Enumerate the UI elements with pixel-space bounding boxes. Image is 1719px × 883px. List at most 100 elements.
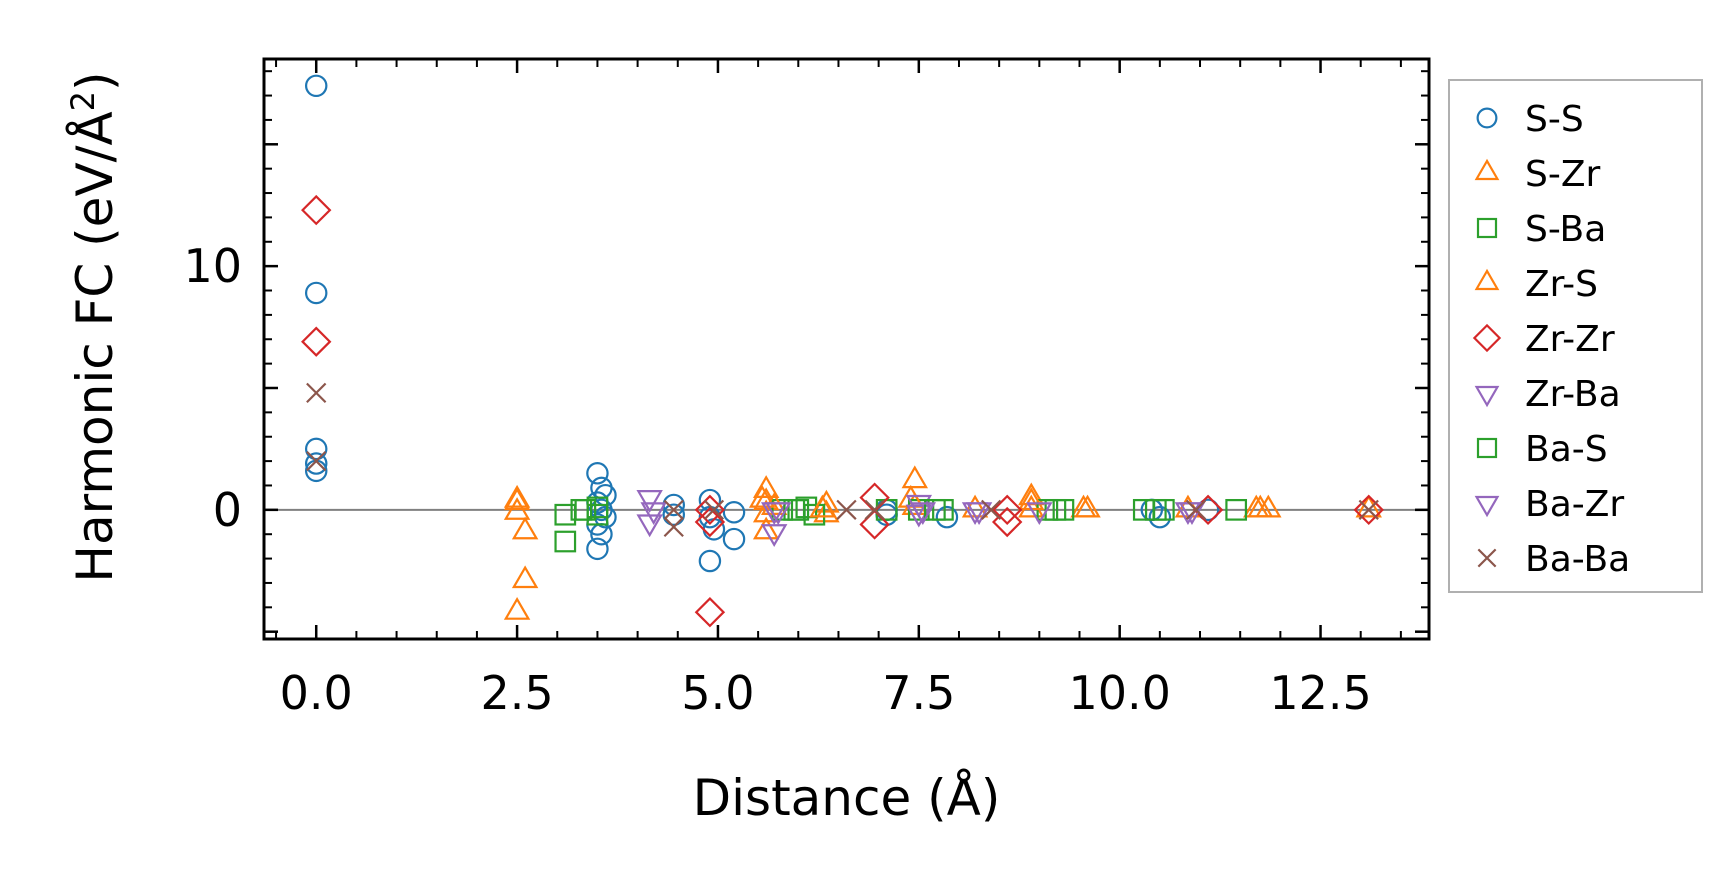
legend-item: S-S [1476,99,1584,140]
data-point-ba-ba [1185,499,1207,520]
legend-label: Zr-Zr [1525,319,1615,360]
data-point-ba-s [1144,498,1167,521]
data-point-ba-ba [703,499,725,520]
legend-marker-zr-s [1474,268,1500,291]
data-point-zr-ba [760,524,788,547]
data-point-s-s [698,488,722,512]
data-point-s-s [1148,505,1172,529]
data-point-zr-s [809,494,836,518]
legend-item: Zr-S [1474,264,1598,305]
data-point-zr-s [503,487,531,511]
data-point-s-s [722,527,746,551]
legend-marker-s-ba [1476,217,1498,239]
data-point-zr-zr [694,596,726,628]
y-tick-label: 10 [183,239,242,293]
data-point-ba-s [924,498,946,521]
x-tick-label: 0.0 [280,666,353,720]
data-point-ba-ba [836,499,857,520]
x-axis-title: Distance (Å) [693,769,1001,827]
legend-item: S-Zr [1474,154,1601,195]
data-point-ba-ba [1358,499,1379,520]
legend-item: S-Ba [1476,209,1606,250]
data-point-s-zr [511,565,539,589]
legend-label: Ba-Zr [1525,484,1624,525]
data-point-s-s [304,452,328,475]
legend-marker-zr-zr [1472,323,1502,353]
data-point-s-zr [503,597,531,620]
legend-label: S-Ba [1525,209,1606,250]
data-point-zr-s [1070,494,1097,518]
x-tick-label: 2.5 [481,666,554,720]
data-point-ba-ba [663,499,684,520]
legend-marker-ba-zr [1474,495,1500,518]
data-point-ba-ba [663,516,684,538]
legend-item: Zr-Zr [1472,319,1615,360]
data-point-zr-ba [1026,502,1053,526]
series-ba-zr [640,502,1206,526]
x-tick-label: 7.5 [882,666,955,720]
data-point-s-ba [586,503,609,526]
data-point-zr-zr [694,506,726,538]
data-point-ba-zr [909,502,937,526]
data-point-s-s [722,501,746,524]
data-point-ba-ba [306,450,327,472]
data-point-s-zr [1355,494,1382,518]
legend-item: Ba-Zr [1474,484,1624,525]
legend-item: Ba-Ba [1477,539,1630,580]
legend-label: Zr-Ba [1525,374,1621,415]
data-point-ba-zr [1178,502,1206,526]
data-point-zr-ba [636,490,663,513]
data-point-ba-ba [864,499,885,520]
data-point-ba-s [570,498,593,521]
data-point-ba-ba [306,382,327,404]
data-point-ba-zr [764,502,792,526]
legend-marker-ba-s [1476,437,1498,459]
axes: 0.0 2.5 5.0 7.5 10.0 12.5 0 10 [183,57,1431,720]
y-axis-title-superscript: 2 [64,91,102,111]
data-point-s-s [586,537,609,561]
data-point-s-ba [1225,498,1248,521]
legend-marker-ba-ba [1477,548,1497,568]
legend-marker-s-s [1476,107,1498,129]
data-point-s-s [935,505,959,529]
legend: S-S S-Zr S-Ba Zr-S Zr-Zr Zr-Ba Ba-S Ba-Zr Ba-Ba [1448,79,1703,593]
series-ba-ba [306,382,1379,538]
x-tick-label: 5.0 [681,666,754,720]
data-point-s-s [304,281,328,305]
y-tick-label: 0 [213,483,242,537]
data-point-s-zr [511,516,539,540]
data-point-zr-zr [859,509,890,540]
data-point-s-s [698,549,722,573]
data-point-s-ba [771,498,794,521]
legend-label: Ba-Ba [1525,539,1630,580]
data-point-s-s [304,74,328,98]
data-point-ba-s [1052,498,1075,521]
legend-marker-zr-ba [1474,385,1500,408]
legend-label: Ba-S [1525,429,1608,470]
data-point-s-zr [752,516,780,540]
data-point-ba-zr [965,502,993,526]
legend-item: Ba-S [1476,429,1608,470]
data-point-s-s [662,503,685,526]
data-point-zr-s [748,484,776,508]
y-axis-title-main: Harmonic FC (eV/Å [66,111,124,582]
data-point-zr-s [1247,494,1274,518]
data-marks [301,74,1384,628]
y-axis-title: Harmonic FC (eV/Å2) [64,71,124,582]
legend-marker-s-zr [1474,158,1500,181]
data-point-zr-zr [1353,494,1384,526]
legend-label: S-Zr [1525,154,1601,195]
y-axis-title-close: ) [66,71,124,91]
x-tick-label: 10.0 [1068,666,1170,720]
legend-label: S-S [1525,99,1584,140]
data-point-s-ba [554,530,577,553]
legend-item: Zr-Ba [1474,374,1621,415]
data-point-s-s [586,462,609,485]
data-point-s-s [304,437,328,461]
plot-frame [262,57,1431,641]
data-point-zr-zr [991,494,1023,526]
legend-label: Zr-S [1525,264,1598,305]
data-point-ba-ba [980,499,1002,520]
